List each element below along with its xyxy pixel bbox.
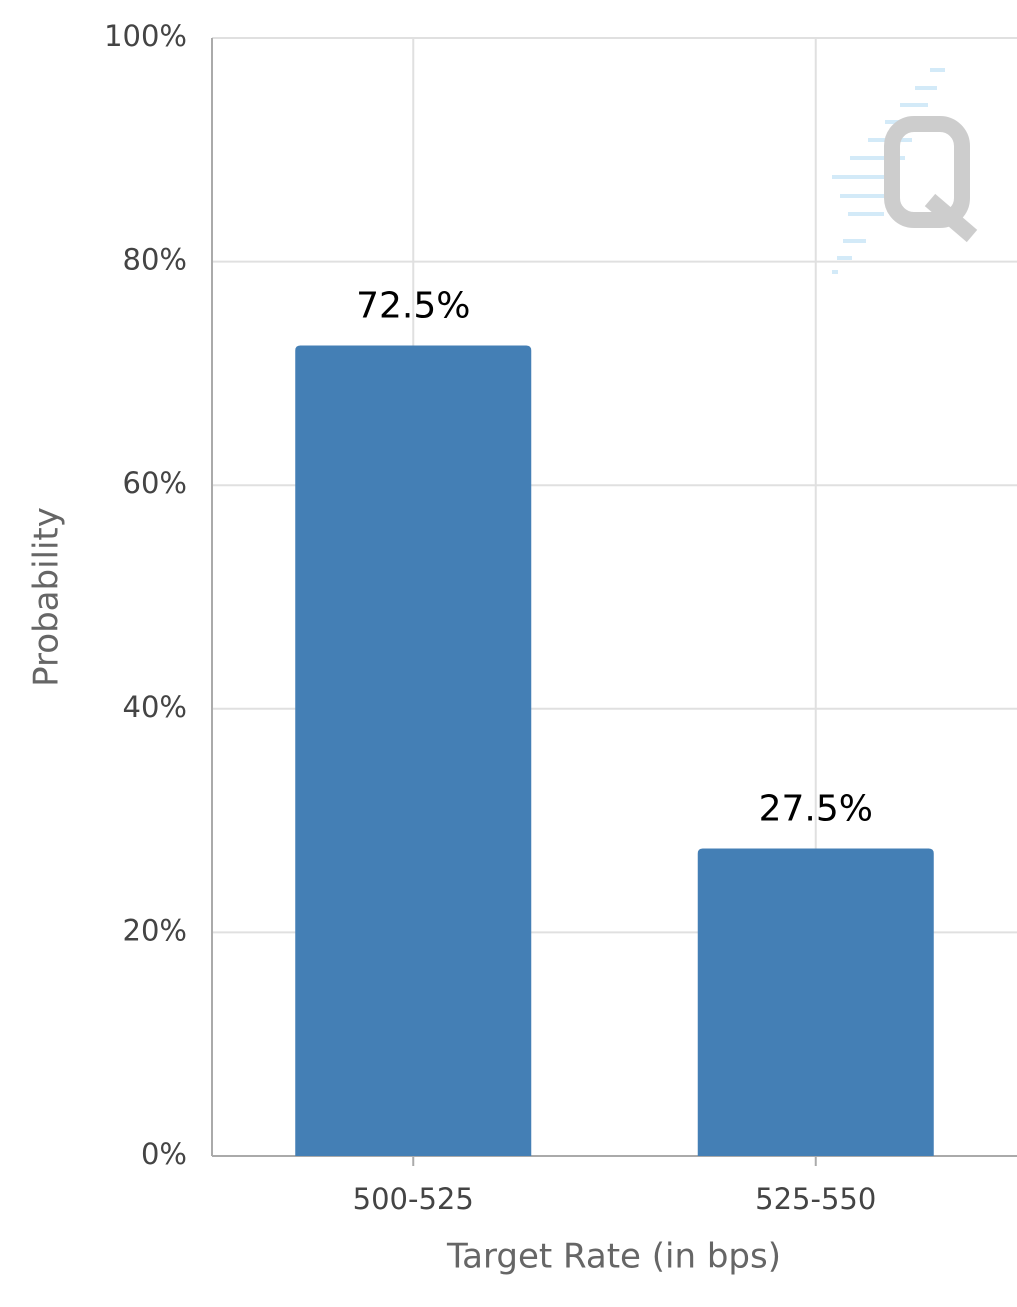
y-tick-label: 40% — [123, 690, 187, 724]
value-label: 72.5% — [356, 285, 470, 326]
value-label: 27.5% — [759, 789, 873, 830]
y-axis-title: Probability — [27, 507, 67, 687]
watermark-logo — [832, 68, 978, 274]
y-tick-label: 100% — [104, 19, 187, 53]
y-tick-label: 60% — [123, 466, 187, 500]
y-tick-label: 80% — [123, 243, 187, 277]
bar — [697, 848, 934, 1156]
y-tick-label: 0% — [141, 1137, 187, 1171]
x-tick-label: 525-550 — [755, 1182, 876, 1216]
bar — [295, 345, 532, 1156]
x-tick-label: 500-525 — [353, 1182, 474, 1216]
x-axis-title: Target Rate (in bps) — [446, 1237, 781, 1277]
y-tick-label: 20% — [123, 913, 187, 947]
